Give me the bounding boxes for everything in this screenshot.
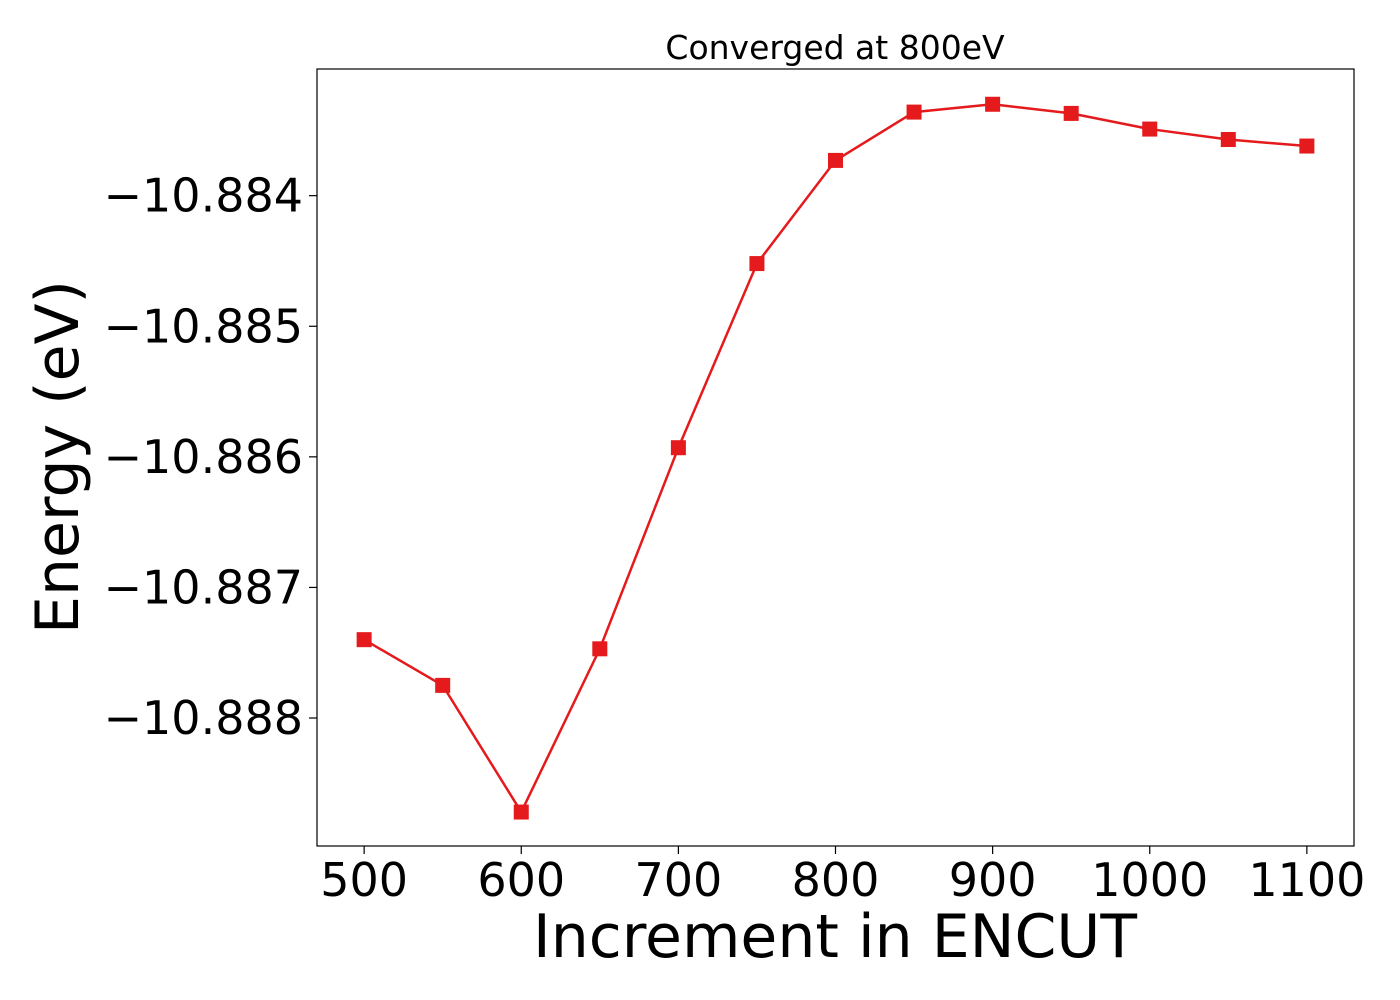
data-point-marker	[1220, 132, 1236, 148]
y-axis: −10.888 −10.887 −10.886 −10.885 −10.884	[104, 169, 317, 745]
y-tick-label: −10.887	[104, 560, 304, 614]
x-axis-label: Increment in ENCUT	[533, 902, 1137, 972]
x-tick-label: 700	[634, 853, 722, 907]
data-point-marker	[356, 632, 372, 648]
chart-title: Converged at 800eV	[665, 28, 1005, 67]
data-point-marker	[985, 96, 1001, 112]
y-tick-label: −10.888	[104, 691, 304, 745]
x-tick-label: 500	[320, 853, 408, 907]
x-tick-label: 900	[949, 853, 1037, 907]
data-point-marker	[670, 440, 686, 456]
data-point-marker	[828, 152, 843, 168]
x-axis: 500 600 700 800 900 1000 1100	[320, 846, 1365, 907]
y-tick-label: −10.886	[104, 430, 304, 484]
x-tick-label: 1000	[1091, 853, 1208, 907]
x-tick-label: 1100	[1248, 853, 1365, 907]
data-point-marker	[749, 256, 765, 272]
y-tick-label: −10.884	[104, 169, 304, 223]
x-tick-label: 600	[477, 853, 565, 907]
data-point-marker	[1299, 138, 1315, 154]
plot-area	[356, 96, 1315, 820]
x-tick-label: 800	[792, 853, 880, 907]
data-point-marker	[513, 804, 529, 820]
data-point-marker	[592, 641, 608, 657]
data-point-marker	[1063, 105, 1079, 121]
data-point-marker	[435, 677, 451, 693]
data-point-marker	[1142, 121, 1158, 137]
y-tick-label: −10.885	[104, 299, 304, 353]
data-point-marker	[906, 104, 922, 120]
y-axis-label: Energy (eV)	[23, 280, 93, 634]
